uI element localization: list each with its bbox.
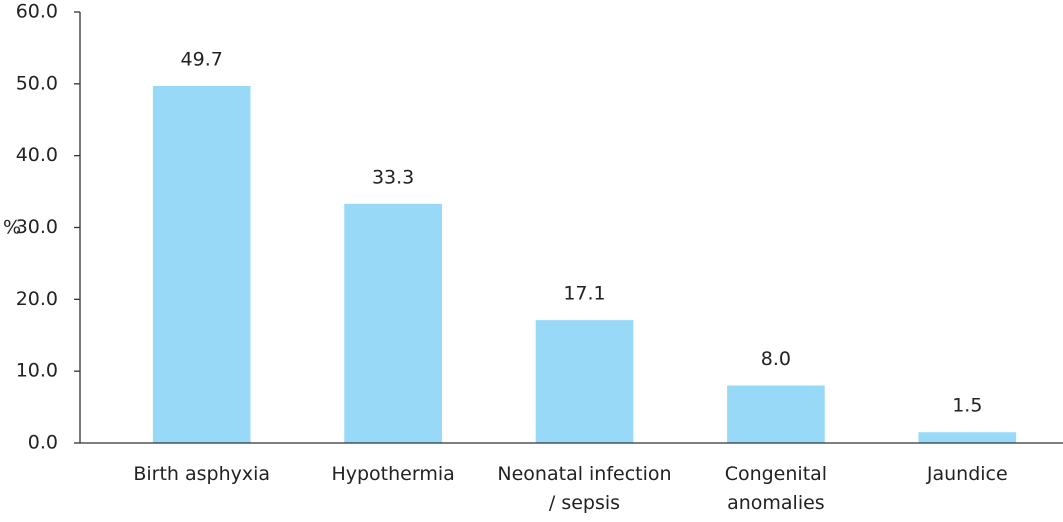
y-tick-label: 0.0 [28,432,58,454]
value-label: 33.3 [372,166,414,188]
y-tick-label: 10.0 [16,360,58,382]
bar [152,85,251,443]
bar [727,385,825,443]
y-tick-label: 50.0 [16,72,58,94]
value-label: 1.5 [952,395,982,417]
x-tick-label: Jaundice [926,463,1008,485]
y-axis-label: % [3,217,21,239]
value-label: 8.0 [761,348,791,370]
y-tick-label: 20.0 [16,288,58,310]
y-tick-label: 30.0 [16,216,58,238]
value-label: 49.7 [181,48,223,70]
x-tick-label: Birth asphyxia [133,463,271,485]
y-tick-label: 60.0 [16,1,58,23]
x-tick-label: Congenital anomalies [724,463,828,514]
bar [344,203,442,443]
x-tick-label: Neonatal infection / sepsis [497,463,672,514]
value-label: 17.1 [563,283,605,305]
y-tick-label: 40.0 [16,144,58,166]
bar [918,432,1017,443]
x-tick-label: Hypothermia [331,463,455,485]
bar [535,320,634,443]
